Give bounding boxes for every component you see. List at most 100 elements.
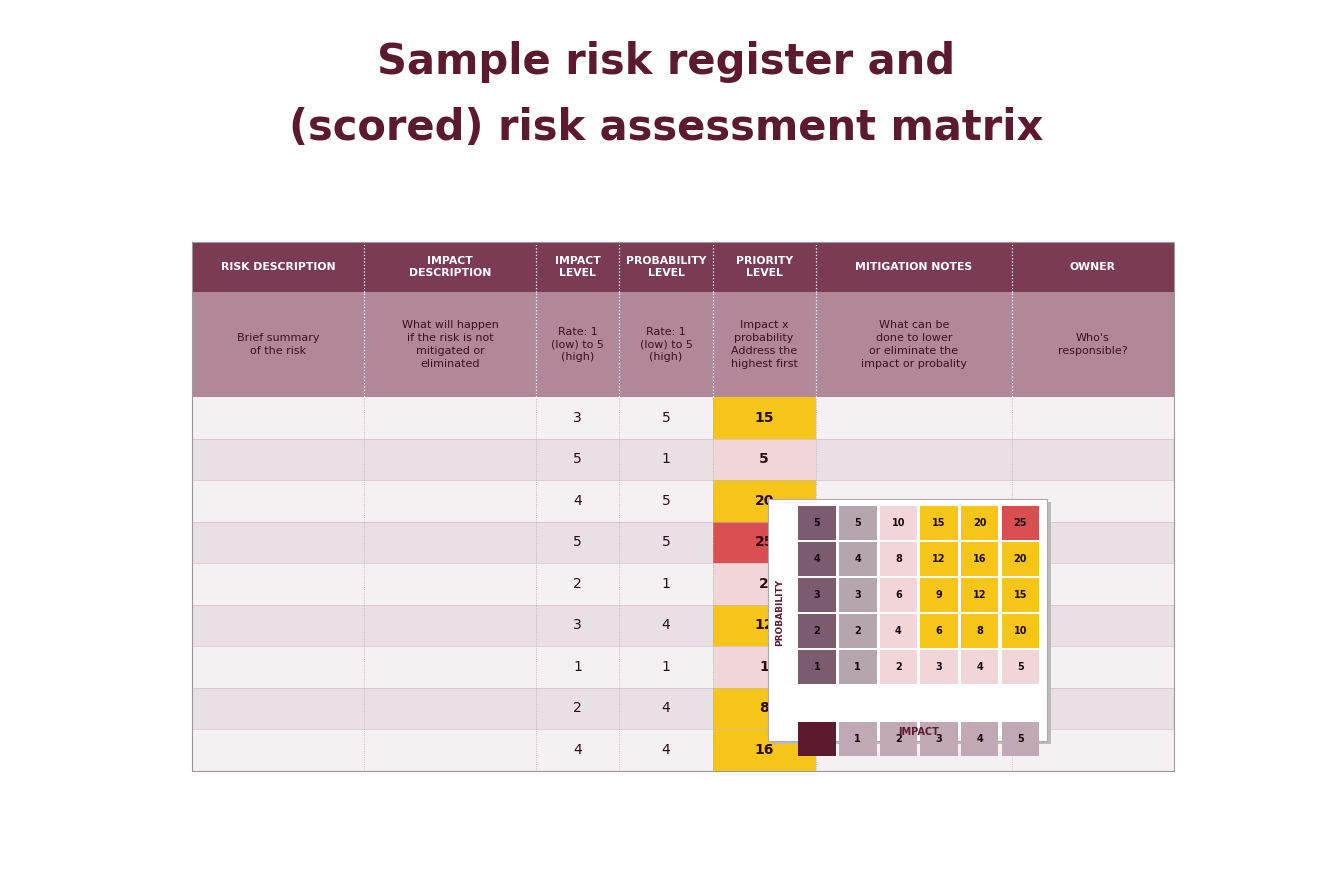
Bar	[838, 722, 877, 756]
Bar	[536, 242, 620, 291]
Text: 4: 4	[661, 702, 670, 715]
Text: 5: 5	[1017, 734, 1024, 744]
Bar	[620, 688, 713, 729]
Bar	[192, 242, 364, 291]
Bar	[364, 646, 536, 688]
Text: 15: 15	[754, 411, 774, 425]
Text: IMPACT: IMPACT	[898, 727, 940, 737]
Text: 5: 5	[661, 411, 670, 425]
Bar	[364, 439, 536, 481]
Text: IMPACT
LEVEL: IMPACT LEVEL	[555, 256, 601, 279]
Text: PROBABILITY: PROBABILITY	[776, 580, 785, 646]
Text: 5: 5	[573, 535, 583, 550]
Text: 5: 5	[854, 518, 861, 527]
Bar	[536, 646, 620, 688]
Bar	[713, 729, 816, 771]
Bar	[536, 729, 620, 771]
Text: 16: 16	[754, 743, 774, 757]
Bar	[536, 291, 620, 397]
Bar	[536, 688, 620, 729]
Text: 2: 2	[813, 626, 821, 635]
Text: Who's
responsible?: Who's responsible?	[1058, 333, 1128, 356]
Bar	[192, 521, 364, 563]
Bar	[192, 646, 364, 688]
Bar	[192, 439, 364, 481]
Bar	[1012, 646, 1174, 688]
Bar	[713, 242, 816, 291]
Bar	[816, 563, 1012, 604]
Text: 2: 2	[760, 577, 769, 591]
Text: RISK DESCRIPTION: RISK DESCRIPTION	[221, 262, 336, 272]
Text: 8: 8	[760, 702, 769, 715]
Text: 20: 20	[1013, 554, 1026, 564]
Bar	[880, 614, 917, 648]
Bar	[961, 722, 998, 756]
Bar	[1001, 614, 1038, 648]
Text: 15: 15	[932, 518, 946, 527]
Bar	[1012, 688, 1174, 729]
Text: 3: 3	[573, 411, 583, 425]
Bar	[620, 291, 713, 397]
Bar	[961, 650, 998, 684]
Text: 5: 5	[573, 452, 583, 466]
Text: PRIORITY
LEVEL: PRIORITY LEVEL	[736, 256, 793, 279]
Bar	[1001, 578, 1038, 612]
Bar	[713, 688, 816, 729]
Bar	[816, 729, 1012, 771]
Bar	[364, 397, 536, 439]
Text: 3: 3	[854, 590, 861, 600]
Text: MITIGATION NOTES: MITIGATION NOTES	[856, 262, 972, 272]
Bar	[1001, 650, 1038, 684]
Bar	[620, 397, 713, 439]
Text: 1: 1	[854, 734, 861, 744]
Bar	[816, 521, 1012, 563]
Bar	[816, 481, 1012, 521]
Bar	[1001, 542, 1038, 576]
Text: 25: 25	[1013, 518, 1026, 527]
Bar	[713, 481, 816, 521]
Bar	[920, 650, 958, 684]
Text: What will happen
if the risk is not
mitigated or
eliminated: What will happen if the risk is not miti…	[401, 320, 499, 368]
Text: 12: 12	[932, 554, 946, 564]
Bar	[713, 291, 816, 397]
Bar	[798, 614, 836, 648]
Text: 5: 5	[1017, 662, 1024, 672]
Bar	[961, 542, 998, 576]
Text: Impact x
probability
Address the
highest first: Impact x probability Address the highest…	[730, 320, 797, 368]
Bar	[620, 563, 713, 604]
Text: 4: 4	[813, 554, 821, 564]
Bar	[880, 578, 917, 612]
Bar	[798, 650, 836, 684]
Text: Rate: 1
(low) to 5
(high): Rate: 1 (low) to 5 (high)	[552, 327, 604, 362]
Bar	[816, 646, 1012, 688]
Text: 12: 12	[754, 619, 774, 633]
Bar	[192, 291, 364, 397]
Bar	[772, 502, 1050, 744]
Text: 4: 4	[976, 662, 982, 672]
Text: Sample risk register and: Sample risk register and	[377, 41, 956, 83]
Text: PROBABILITY
LEVEL: PROBABILITY LEVEL	[625, 256, 706, 279]
Text: 3: 3	[936, 734, 942, 744]
Bar	[920, 722, 958, 756]
Text: 1: 1	[661, 577, 670, 591]
Text: 2: 2	[573, 702, 583, 715]
Text: 3: 3	[573, 619, 583, 633]
Bar	[1012, 729, 1174, 771]
Bar	[620, 439, 713, 481]
Bar	[1012, 481, 1174, 521]
Bar	[620, 521, 713, 563]
Bar	[961, 578, 998, 612]
Text: IMPACT
DESCRIPTION: IMPACT DESCRIPTION	[409, 256, 492, 279]
Bar	[620, 242, 713, 291]
Text: 3: 3	[813, 590, 821, 600]
Bar	[364, 688, 536, 729]
Text: 2: 2	[573, 577, 583, 591]
Bar	[192, 604, 364, 646]
Bar	[816, 439, 1012, 481]
Text: 5: 5	[661, 494, 670, 508]
Text: What can be
done to lower
or eliminate the
impact or probality: What can be done to lower or eliminate t…	[861, 320, 966, 368]
Text: 4: 4	[976, 734, 982, 744]
Text: 4: 4	[573, 743, 583, 757]
Bar	[838, 578, 877, 612]
Bar	[1012, 242, 1174, 291]
